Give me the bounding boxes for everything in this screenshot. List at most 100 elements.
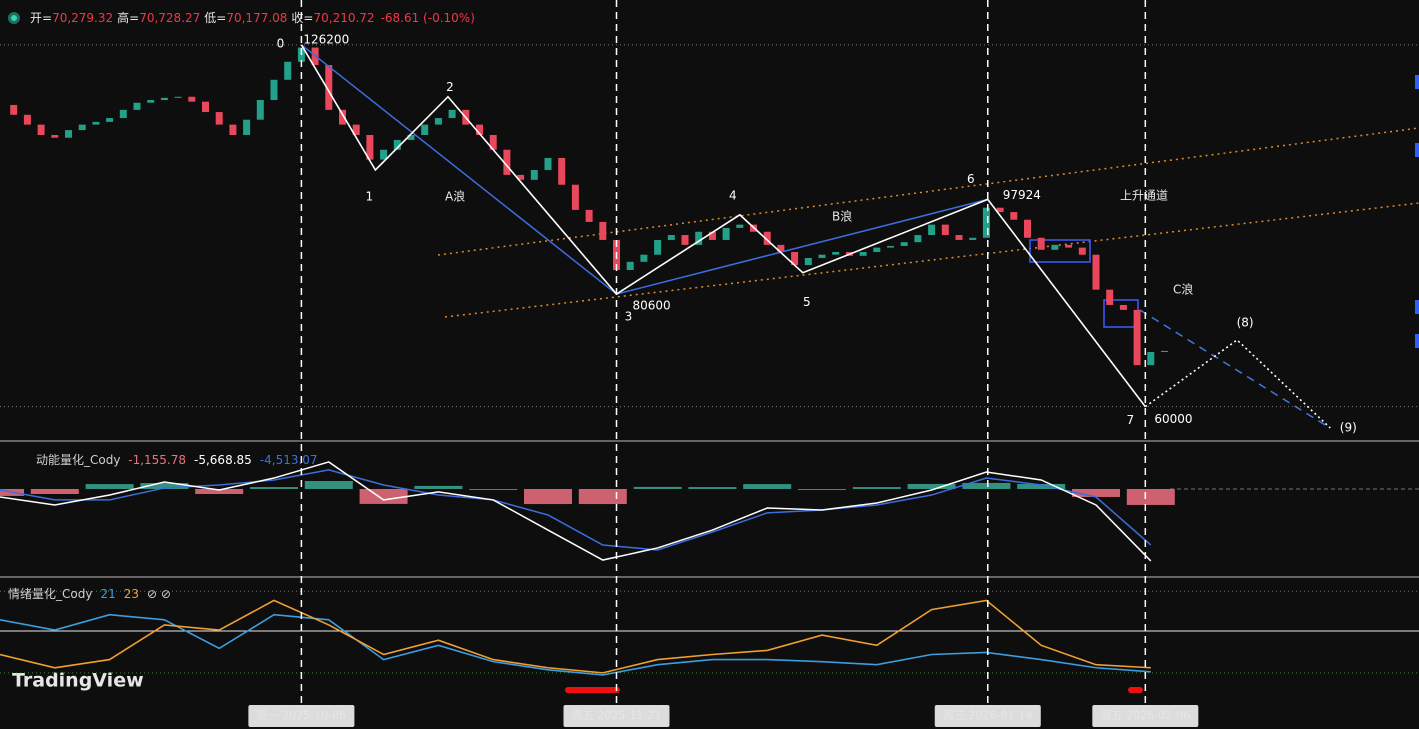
sentiment-line [0, 599, 1151, 674]
trend-line [616, 198, 988, 295]
legend-value: 23 [124, 587, 139, 601]
ohlc-value: 70,177.08 [226, 11, 287, 25]
candle [982, 207, 990, 238]
ohlc-key: 低= [204, 11, 226, 25]
candle [51, 135, 59, 138]
legend-flags: ⊘ ⊘ [147, 587, 171, 601]
annotation: C浪 [1173, 282, 1193, 297]
candle [119, 109, 127, 119]
candle [941, 224, 949, 236]
ohlc-key: 高= [117, 10, 139, 25]
candle [65, 130, 72, 138]
candle [174, 96, 182, 98]
ohlc-key: 收= [291, 11, 313, 25]
candle [1078, 247, 1086, 255]
wave-label: 1 [366, 189, 374, 203]
c-wave-line [1139, 309, 1331, 429]
candle [489, 135, 497, 150]
histogram-bar [907, 483, 956, 489]
wave-label: 5 [803, 295, 811, 309]
histogram-bar [304, 481, 353, 489]
candle [1024, 219, 1031, 238]
indicator-title: 动能量化_Cody [36, 453, 120, 467]
candle [585, 209, 593, 222]
axis-flag [1415, 300, 1419, 314]
price-label: 126200 [303, 32, 349, 46]
candle [1161, 350, 1168, 352]
wave-label: 2 [446, 80, 454, 94]
histogram-bar [30, 488, 79, 495]
candle [243, 119, 251, 136]
wave-path [300, 44, 1146, 408]
indicator-legend: 情绪量化_Cody 21 23 ⊘ ⊘ [8, 587, 171, 601]
box [1029, 239, 1091, 263]
legend-value: -4,513.07 [260, 453, 318, 467]
candle [160, 97, 168, 101]
candle [448, 109, 456, 119]
candle [106, 118, 114, 122]
candle [215, 112, 223, 125]
histogram-bar [1072, 488, 1120, 497]
histogram-bar [633, 486, 682, 489]
candle [229, 124, 237, 136]
indicator-line [0, 461, 1152, 562]
candle [1092, 254, 1100, 290]
candle [969, 237, 977, 240]
histogram-bar [578, 488, 627, 505]
candle [1051, 244, 1059, 250]
histogram-bar [524, 488, 572, 505]
wave-label: 6 [967, 172, 975, 186]
candle [887, 245, 894, 248]
price-label: 60000 [1154, 412, 1192, 426]
price-label: 97924 [1003, 188, 1041, 202]
histogram-bar [359, 488, 408, 504]
wave-label: 4 [729, 188, 737, 202]
candle [708, 231, 716, 240]
watermark: TradingView [12, 670, 144, 692]
candle [393, 139, 401, 150]
legend-value: 21 [100, 587, 115, 601]
candle [859, 251, 867, 256]
candle [37, 124, 45, 136]
status-dot [11, 15, 17, 21]
candle [571, 184, 579, 210]
candle [366, 135, 374, 160]
candle [695, 231, 703, 245]
candle [736, 224, 744, 228]
date-label: 周五 2025-11-21 [572, 709, 661, 722]
candle [23, 114, 31, 125]
indicator-title: 情绪量化_Cody [8, 587, 92, 601]
sentiment-line [0, 613, 1151, 676]
legend-value: -1,155.78 [128, 453, 186, 467]
ohlc-value: 70,279.32 [52, 11, 113, 25]
legend-value: -5,668.85 [194, 453, 252, 467]
candle [818, 254, 826, 258]
date-box [934, 705, 1041, 727]
ohlc-value: 70,210.72 [313, 11, 374, 25]
candle [92, 121, 100, 125]
candle [325, 65, 333, 110]
trend-line [300, 44, 617, 295]
annotation: A浪 [445, 189, 465, 204]
candle [955, 235, 963, 240]
histogram-bar [414, 485, 463, 489]
wave-label: 0 [277, 36, 285, 50]
candle [1119, 304, 1127, 310]
candle [996, 207, 1004, 213]
histogram-bar [469, 488, 518, 490]
candle [599, 221, 607, 240]
candle [202, 101, 209, 113]
date-box [248, 705, 355, 727]
candle [1133, 309, 1141, 366]
ohlc-value: 70,728.27 [139, 11, 200, 25]
candle [654, 239, 662, 255]
candle [544, 157, 552, 170]
candle [873, 247, 881, 252]
ohlc-header: 开=70,279.32 高=70,728.27 低=70,177.08 收=70,21… [30, 10, 475, 25]
candle [777, 244, 785, 252]
wave-label: 3 [625, 310, 633, 324]
wave-label: 7 [1126, 413, 1134, 427]
candle [558, 157, 566, 185]
